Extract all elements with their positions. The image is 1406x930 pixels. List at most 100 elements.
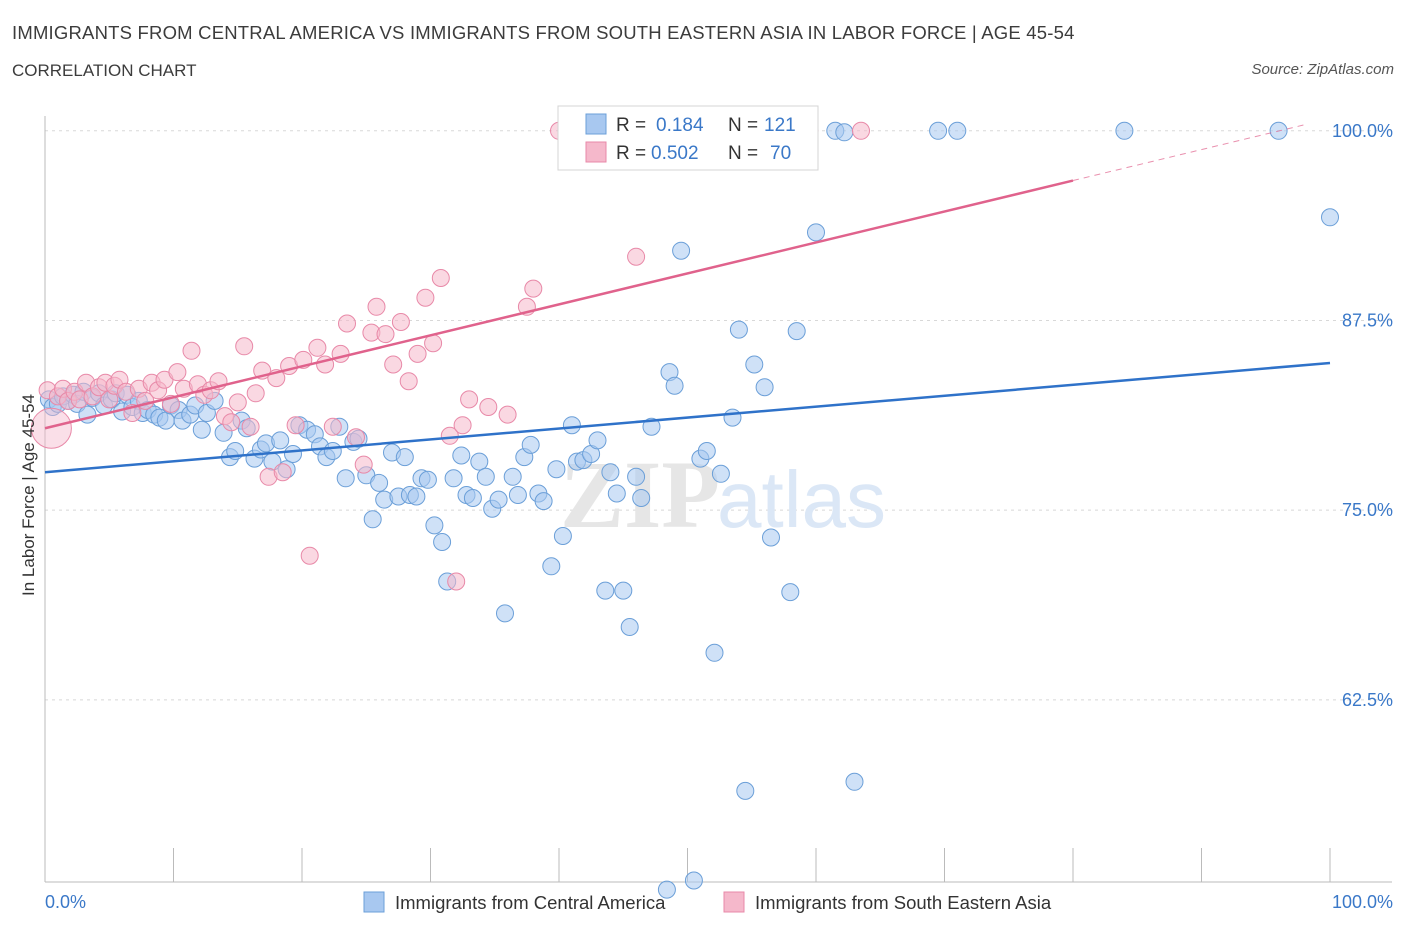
point-south-eastern-asia (354, 455, 373, 474)
point-south-eastern-asia (347, 428, 365, 447)
legend-swatch-central-america (363, 891, 385, 913)
point-central-america (553, 527, 572, 545)
legend-label-south-eastern-asia: Immigrants from South Eastern Asia (755, 892, 1052, 913)
point-south-eastern-asia (338, 314, 356, 333)
point-central-america (601, 463, 620, 482)
x-tick-label-max: 100.0% (1332, 892, 1393, 912)
point-south-eastern-asia (391, 313, 410, 331)
point-central-america (762, 528, 780, 547)
point-central-america (642, 417, 661, 436)
point-south-eastern-asia (367, 297, 386, 316)
point-south-eastern-asia (453, 416, 472, 435)
point-south-eastern-asia (286, 416, 305, 435)
point-south-eastern-asia (241, 417, 260, 436)
trend-line-south-eastern-asia-extension (1072, 124, 1305, 182)
stats-r-label-1: R = (616, 115, 646, 136)
point-central-america (711, 464, 730, 483)
point-south-eastern-asia (228, 393, 247, 412)
point-south-eastern-asia (431, 269, 450, 287)
watermark-atlas: atlas (717, 455, 886, 544)
point-south-eastern-asia (323, 417, 342, 436)
point-central-america (745, 355, 764, 374)
point-central-america (192, 420, 211, 439)
point-central-america (323, 442, 342, 460)
point-central-america (363, 510, 382, 529)
point-central-america (284, 445, 302, 463)
source-credit: Source: ZipAtlas.com (1251, 61, 1394, 78)
point-central-america (588, 431, 607, 450)
point-central-america (336, 469, 355, 488)
series-central-america-points (39, 121, 1339, 899)
stats-r-label-2: R = (616, 143, 646, 164)
point-south-eastern-asia (408, 344, 427, 363)
y-tick-label: 87.5% (1342, 310, 1393, 330)
point-central-america (407, 487, 426, 506)
stats-n-value-1: 121 (764, 115, 796, 136)
point-south-eastern-asia (168, 363, 187, 382)
x-tick-label-min: 0.0% (45, 892, 86, 912)
point-central-america (781, 583, 800, 602)
stats-swatch-blue (585, 113, 607, 135)
trend-line-central-america (44, 361, 1331, 474)
point-central-america (425, 516, 444, 535)
axes (44, 116, 1392, 883)
trend-lines (44, 124, 1331, 474)
point-south-eastern-asia (222, 413, 241, 432)
point-central-america (444, 469, 463, 488)
point-central-america (596, 581, 615, 600)
point-central-america (705, 643, 724, 662)
stats-r-value-1: 0.184 (656, 115, 704, 136)
point-south-eastern-asia (460, 390, 479, 409)
point-south-eastern-asia (524, 279, 543, 298)
point-central-america (562, 416, 581, 435)
point-central-america (1115, 121, 1134, 140)
chart-subtitle: CORRELATION CHART (12, 61, 197, 80)
chart-legend: Immigrants from Central America Immigran… (363, 891, 1052, 913)
legend-label-central-america: Immigrants from Central America (395, 892, 666, 913)
point-central-america (627, 467, 646, 486)
point-central-america (665, 376, 684, 395)
stats-swatch-pink (585, 141, 607, 163)
chart-title: IMMIGRANTS FROM CENTRAL AMERICA VS IMMIG… (12, 22, 1075, 43)
point-south-eastern-asia (440, 426, 459, 445)
point-central-america (614, 581, 633, 600)
tick-labels: 62.5% 75.0% 87.5% 100.0% 0.0% 100.0% (45, 121, 1393, 912)
point-south-eastern-asia (30, 407, 72, 449)
stats-n-value-2: 70 (770, 143, 791, 164)
point-south-eastern-asia (384, 355, 403, 374)
y-tick-label: 100.0% (1332, 121, 1393, 141)
point-central-america (476, 467, 495, 486)
point-central-america (835, 123, 854, 142)
stats-legend: R = 0.184 N = 121 R = 0.502 N = 70 (557, 105, 819, 171)
point-central-america (521, 435, 540, 454)
point-central-america (607, 484, 626, 503)
point-central-america (534, 492, 553, 511)
point-south-eastern-asia (182, 341, 201, 360)
point-south-eastern-asia (308, 338, 327, 357)
point-south-eastern-asia (627, 247, 646, 266)
point-central-america (723, 408, 742, 427)
legend-swatch-south-eastern-asia (723, 891, 745, 913)
point-south-eastern-asia (852, 121, 870, 140)
point-south-eastern-asia (376, 325, 395, 344)
point-central-america (736, 781, 755, 800)
point-central-america (508, 486, 527, 504)
stats-r-value-2: 0.502 (651, 143, 699, 164)
point-south-eastern-asia (399, 372, 418, 391)
point-south-eastern-asia (331, 344, 350, 363)
point-central-america (489, 490, 508, 509)
point-central-america (433, 533, 452, 551)
point-central-america (463, 489, 482, 507)
point-central-america (418, 470, 437, 489)
point-central-america (1321, 208, 1339, 227)
y-axis-label: In Labor Force | Age 45-54 (19, 394, 38, 596)
stats-n-label-1: N = (728, 115, 758, 136)
point-south-eastern-asia (235, 337, 254, 356)
point-central-america (632, 489, 651, 507)
point-central-america (452, 446, 471, 465)
point-south-eastern-asia (447, 572, 466, 591)
point-central-america (807, 223, 825, 242)
point-central-america (697, 442, 716, 460)
point-central-america (547, 460, 566, 479)
